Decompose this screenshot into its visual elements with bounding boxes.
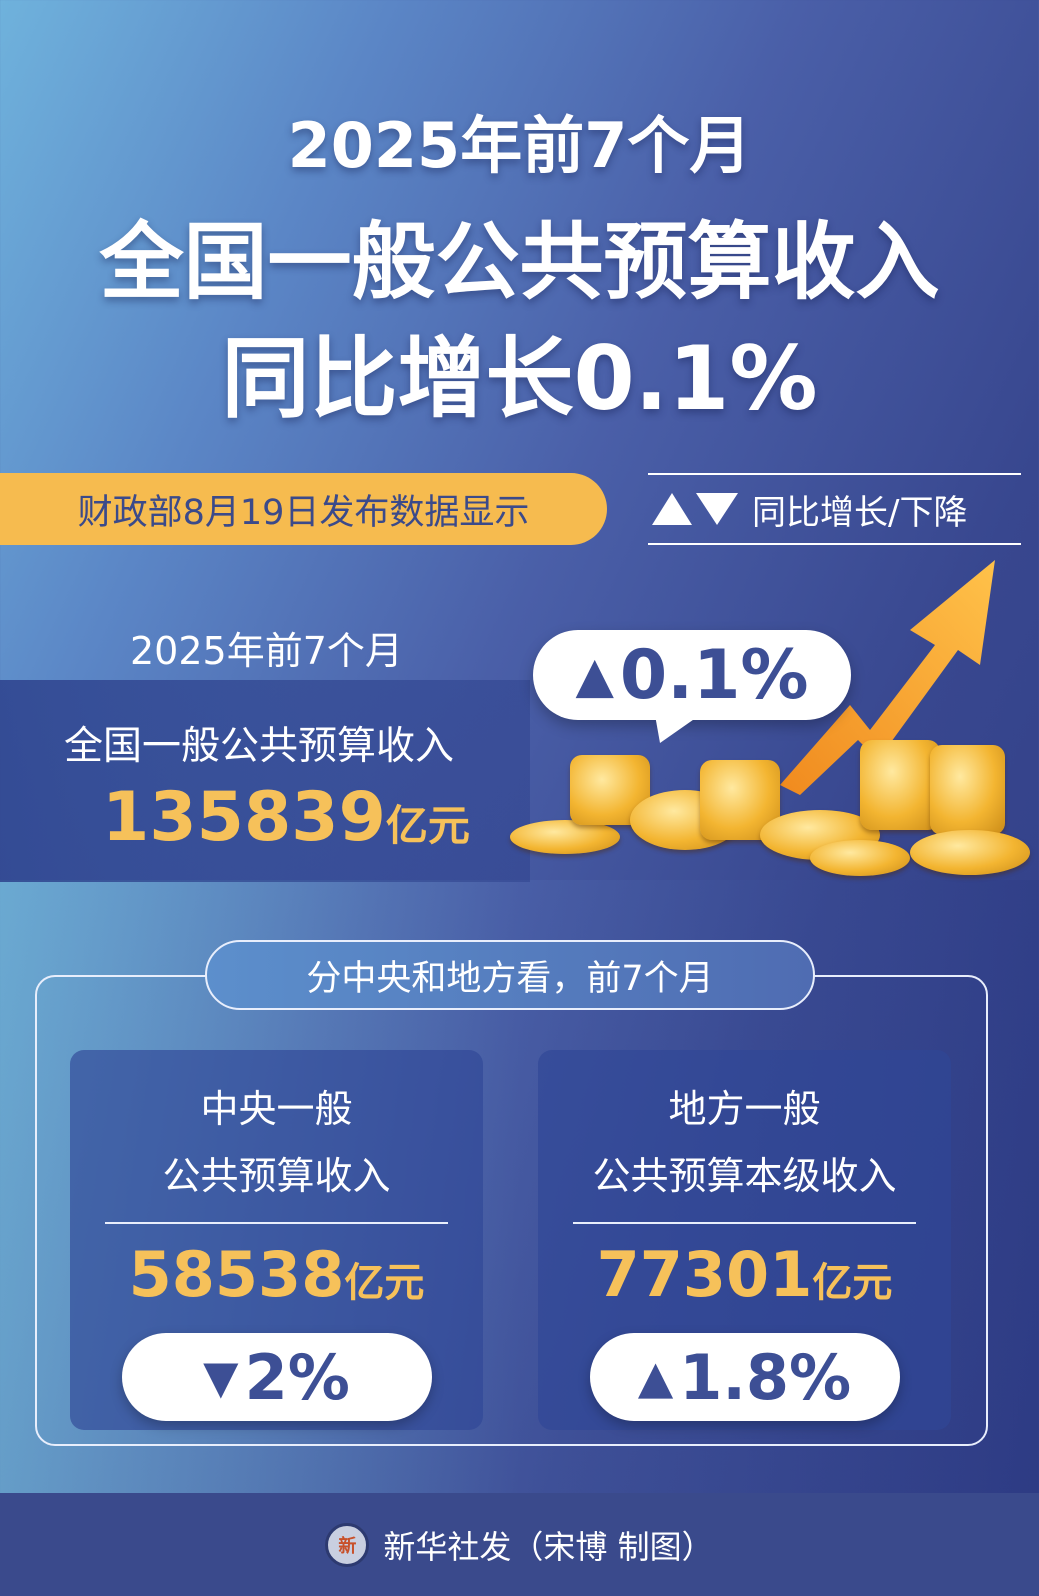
rising-arrow-icon xyxy=(780,560,995,795)
national-value-wrap: 135839亿元 xyxy=(102,778,470,857)
bubble-tail xyxy=(655,715,700,743)
card-change-value: 1.8% xyxy=(679,1340,852,1414)
card-value: 77301 xyxy=(596,1238,813,1311)
national-change-bubble: ▲ 0.1% xyxy=(533,630,851,720)
card-change: ▲ 1.8% xyxy=(589,1333,900,1421)
title-line1: 2025年前7个月 xyxy=(287,109,752,182)
breakdown-header: 分中央和地方看，前7个月 xyxy=(205,940,815,1010)
triangle-up-icon: ▲ xyxy=(637,1350,674,1404)
card-unit: 亿元 xyxy=(812,1260,893,1306)
triangle-up-icon: ▲ xyxy=(575,646,614,704)
national-label: 全国一般公共预算收入 xyxy=(64,724,455,769)
card-title-line1: 中央一般 xyxy=(200,1087,353,1131)
triangle-down-icon: ▼ xyxy=(203,1350,239,1404)
national-band xyxy=(0,680,530,882)
divider xyxy=(105,1222,448,1224)
card-title-line2: 公共预算收入 xyxy=(162,1154,391,1198)
footer: 新 新华社发（宋博 制图） xyxy=(0,1493,1039,1596)
legend-label: 同比增长/下降 xyxy=(752,492,968,533)
central-card: 中央一般 公共预算收入 58538亿元 ▼ 2% xyxy=(70,1050,483,1430)
gold-coins-illustration xyxy=(510,740,1039,880)
national-change: 0.1% xyxy=(619,635,809,715)
divider xyxy=(573,1222,916,1224)
national-value: 135839 xyxy=(102,778,386,857)
card-value: 58538 xyxy=(128,1238,345,1311)
title-line2: 全国一般公共预算收入 xyxy=(99,213,940,311)
card-unit: 亿元 xyxy=(344,1260,425,1306)
legend: 同比增长/下降 xyxy=(648,473,1021,545)
national-unit: 亿元 xyxy=(385,801,470,850)
card-title-line2: 公共预算本级收入 xyxy=(592,1154,897,1198)
national-period: 2025年前7个月 xyxy=(130,629,403,673)
card-change: ▼ 2% xyxy=(121,1333,432,1421)
xinhua-logo-icon: 新 xyxy=(325,1522,370,1567)
local-card: 地方一般 公共预算本级收入 77301亿元 ▲ 1.8% xyxy=(538,1050,951,1430)
card-title-line1: 地方一般 xyxy=(668,1087,821,1131)
triangle-up-down-icon xyxy=(652,493,738,525)
source-banner: 财政部8月19日发布数据显示 xyxy=(0,473,607,545)
footer-credit: 新华社发（宋博 制图） xyxy=(383,1527,714,1566)
card-change-value: 2% xyxy=(244,1340,350,1414)
title-line3: 同比增长0.1% xyxy=(221,327,818,430)
